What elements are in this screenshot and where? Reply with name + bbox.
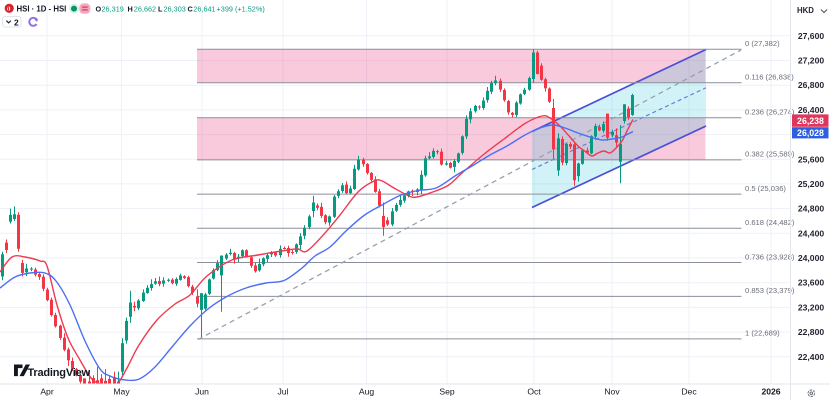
svg-text:24,400: 24,400 [798, 228, 825, 238]
svg-text:25,600: 25,600 [798, 154, 825, 164]
svg-text:23,200: 23,200 [798, 302, 825, 312]
svg-text:26,028: 26,028 [797, 128, 824, 138]
svg-text:Jul: Jul [278, 387, 289, 397]
svg-text:Sep: Sep [439, 387, 455, 397]
svg-text:2: 2 [14, 17, 19, 27]
svg-text:27,600: 27,600 [798, 31, 825, 41]
svg-text:HKD: HKD [797, 6, 814, 15]
svg-text:HSI · 1D - HSI: HSI · 1D - HSI [17, 4, 67, 13]
svg-text:Apr: Apr [40, 387, 54, 397]
svg-text:0.618 (24,482): 0.618 (24,482) [745, 218, 795, 227]
svg-text:0.853 (23,379): 0.853 (23,379) [745, 286, 795, 295]
svg-text:22,800: 22,800 [798, 327, 825, 337]
svg-text:26,400: 26,400 [798, 105, 825, 115]
svg-text:0.736 (23,928): 0.736 (23,928) [745, 252, 795, 261]
svg-text:26,238: 26,238 [797, 116, 824, 126]
svg-text:0 (27,382): 0 (27,382) [745, 39, 780, 48]
svg-text:Nov: Nov [604, 387, 620, 397]
svg-text:27,200: 27,200 [798, 56, 825, 66]
svg-text:Jun: Jun [195, 387, 209, 397]
svg-text:May: May [113, 387, 130, 397]
svg-text:0.382 (25,589): 0.382 (25,589) [745, 150, 795, 159]
svg-text:Dec: Dec [681, 387, 697, 397]
svg-text:0.5 (25,036): 0.5 (25,036) [745, 184, 786, 193]
svg-text:24,000: 24,000 [798, 253, 825, 263]
svg-text:TradingView: TradingView [28, 367, 91, 379]
svg-text:Aug: Aug [359, 387, 375, 397]
svg-text:1 (22,689): 1 (22,689) [745, 329, 780, 338]
svg-text:0.236 (26,274): 0.236 (26,274) [745, 108, 795, 117]
svg-text:22,400: 22,400 [798, 352, 825, 362]
svg-text:24,800: 24,800 [798, 204, 825, 214]
svg-text:23,600: 23,600 [798, 278, 825, 288]
svg-text:26,800: 26,800 [798, 80, 825, 90]
svg-text:25,200: 25,200 [798, 179, 825, 189]
svg-text:Oct: Oct [527, 387, 541, 397]
svg-text:0.116 (26,838): 0.116 (26,838) [745, 73, 794, 82]
svg-text:2026: 2026 [761, 387, 780, 397]
